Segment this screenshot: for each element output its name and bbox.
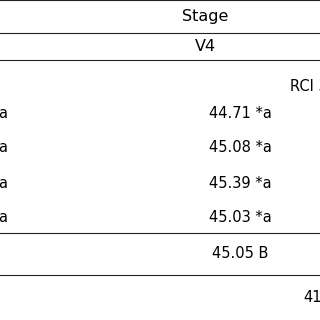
Text: 45.08 *a: 45.08 *a (209, 140, 272, 156)
Text: a: a (0, 211, 7, 226)
Text: a: a (0, 175, 7, 190)
Text: RCI 3: RCI 3 (290, 79, 320, 94)
Text: 45.03 *a: 45.03 *a (209, 211, 272, 226)
Text: a: a (0, 106, 7, 121)
Text: 45.39 *a: 45.39 *a (209, 175, 272, 190)
Text: 41: 41 (303, 290, 320, 305)
Text: V4: V4 (195, 39, 216, 54)
Text: a: a (0, 140, 7, 156)
Text: Stage: Stage (182, 9, 228, 24)
Text: 45.05 B: 45.05 B (212, 246, 268, 261)
Text: 44.71 *a: 44.71 *a (209, 106, 272, 121)
